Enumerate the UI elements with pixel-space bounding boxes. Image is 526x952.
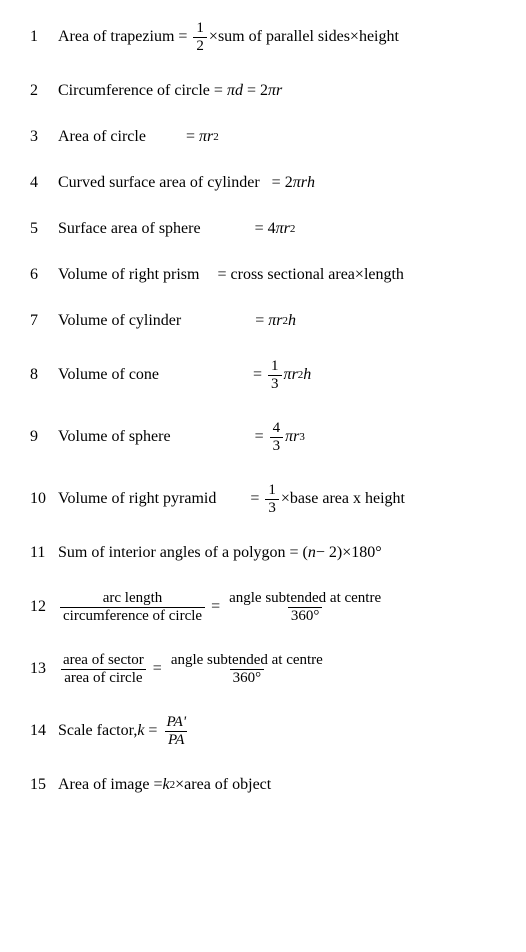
formula-label: Volume of sphere bbox=[58, 428, 171, 446]
formula-row-8: 8Volume of cone = 13πr2h bbox=[30, 358, 496, 392]
row-number: 12 bbox=[30, 598, 58, 616]
formula-rhs: = 12 × sum of parallel sides × height bbox=[174, 20, 399, 54]
row-number: 4 bbox=[30, 174, 58, 192]
row-number: 10 bbox=[30, 490, 58, 508]
formula-rhs: = 4πr2 bbox=[251, 220, 296, 238]
row-number: 3 bbox=[30, 128, 58, 146]
formula-label: Volume of right prism bbox=[58, 266, 199, 284]
formula-rhs: = πr2 bbox=[182, 128, 219, 146]
formula-rhs: = 13πr2h bbox=[249, 358, 311, 392]
formula-rhs: = 13 × base area x height bbox=[246, 482, 405, 516]
formula-row-14: 14Scale factor, k = PA'PA bbox=[30, 714, 496, 748]
formula-content: area of sectorarea of circle = angle sub… bbox=[58, 652, 328, 686]
formula-label: Area of circle bbox=[58, 128, 146, 146]
row-number: 2 bbox=[30, 82, 58, 100]
formula-row-13: 13area of sectorarea of circle = angle s… bbox=[30, 652, 496, 686]
formula-content: Volume of right pyramid = 13 × base area… bbox=[58, 482, 405, 516]
formula-content: Volume of cylinder = πr2h bbox=[58, 312, 296, 330]
formula-content: Area of image = k2 × area of object bbox=[58, 776, 271, 794]
formula-row-12: 12arc lengthcircumference of circle = an… bbox=[30, 590, 496, 624]
formula-rhs: k2 × area of object bbox=[163, 776, 272, 794]
row-number: 14 bbox=[30, 722, 58, 740]
formula-rhs: = cross sectional area × length bbox=[213, 266, 403, 284]
formula-content: Circumference of circle = π d = 2πr bbox=[58, 82, 282, 100]
formula-rhs: k = PA'PA bbox=[137, 714, 191, 748]
formula-rhs: arc lengthcircumference of circle = angl… bbox=[58, 590, 386, 624]
formula-label: Area of image = bbox=[58, 776, 163, 794]
formula-row-3: 3Area of circle = πr2 bbox=[30, 128, 496, 146]
formula-row-1: 1Area of trapezium = 12 × sum of paralle… bbox=[30, 20, 496, 54]
formula-row-11: 11Sum of interior angles of a polygon = … bbox=[30, 544, 496, 562]
formula-row-5: 5Surface area of sphere = 4πr2 bbox=[30, 220, 496, 238]
formula-label: Surface area of sphere bbox=[58, 220, 201, 238]
formula-content: Volume of sphere = 43πr3 bbox=[58, 420, 305, 454]
formula-content: Scale factor, k = PA'PA bbox=[58, 714, 191, 748]
formula-row-10: 10Volume of right pyramid = 13 × base ar… bbox=[30, 482, 496, 516]
row-number: 11 bbox=[30, 544, 58, 562]
formula-content: Volume of cone = 13πr2h bbox=[58, 358, 311, 392]
formula-label: Volume of right pyramid bbox=[58, 490, 216, 508]
row-number: 1 bbox=[30, 28, 58, 46]
row-number: 8 bbox=[30, 366, 58, 384]
formula-content: Volume of right prism = cross sectional … bbox=[58, 266, 404, 284]
row-number: 13 bbox=[30, 660, 58, 678]
row-number: 15 bbox=[30, 776, 58, 794]
formula-rhs: = πr2h bbox=[251, 312, 296, 330]
formula-content: Surface area of sphere = 4πr2 bbox=[58, 220, 295, 238]
formula-rhs: = π d = 2πr bbox=[210, 82, 282, 100]
formula-content: Sum of interior angles of a polygon = (n… bbox=[58, 544, 382, 562]
formula-content: Area of trapezium = 12 × sum of parallel… bbox=[58, 20, 399, 54]
formula-content: Area of circle = πr2 bbox=[58, 128, 219, 146]
formula-label: Area of trapezium bbox=[58, 28, 174, 46]
row-number: 7 bbox=[30, 312, 58, 330]
formula-rhs: = 43πr3 bbox=[251, 420, 305, 454]
formula-label: Scale factor, bbox=[58, 722, 137, 740]
formula-rhs: area of sectorarea of circle = angle sub… bbox=[58, 652, 328, 686]
formula-content: arc lengthcircumference of circle = angl… bbox=[58, 590, 386, 624]
formula-label: Curved surface area of cylinder bbox=[58, 174, 260, 192]
formula-label: Sum of interior angles of a polygon bbox=[58, 544, 286, 562]
formula-row-6: 6Volume of right prism = cross sectional… bbox=[30, 266, 496, 284]
formula-label: Volume of cylinder bbox=[58, 312, 181, 330]
formula-row-4: 4Curved surface area of cylinder = 2πrh bbox=[30, 174, 496, 192]
formula-label: Circumference of circle bbox=[58, 82, 210, 100]
formula-row-2: 2Circumference of circle = π d = 2πr bbox=[30, 82, 496, 100]
row-number: 9 bbox=[30, 428, 58, 446]
formula-row-9: 9Volume of sphere = 43πr3 bbox=[30, 420, 496, 454]
formula-row-15: 15Area of image = k2 × area of object bbox=[30, 776, 496, 794]
formula-rhs: = (n − 2)×180° bbox=[286, 544, 382, 562]
row-number: 5 bbox=[30, 220, 58, 238]
formula-rhs: = 2πrh bbox=[268, 174, 315, 192]
formula-content: Curved surface area of cylinder = 2πrh bbox=[58, 174, 315, 192]
formula-row-7: 7Volume of cylinder = πr2h bbox=[30, 312, 496, 330]
formula-label: Volume of cone bbox=[58, 366, 159, 384]
row-number: 6 bbox=[30, 266, 58, 284]
